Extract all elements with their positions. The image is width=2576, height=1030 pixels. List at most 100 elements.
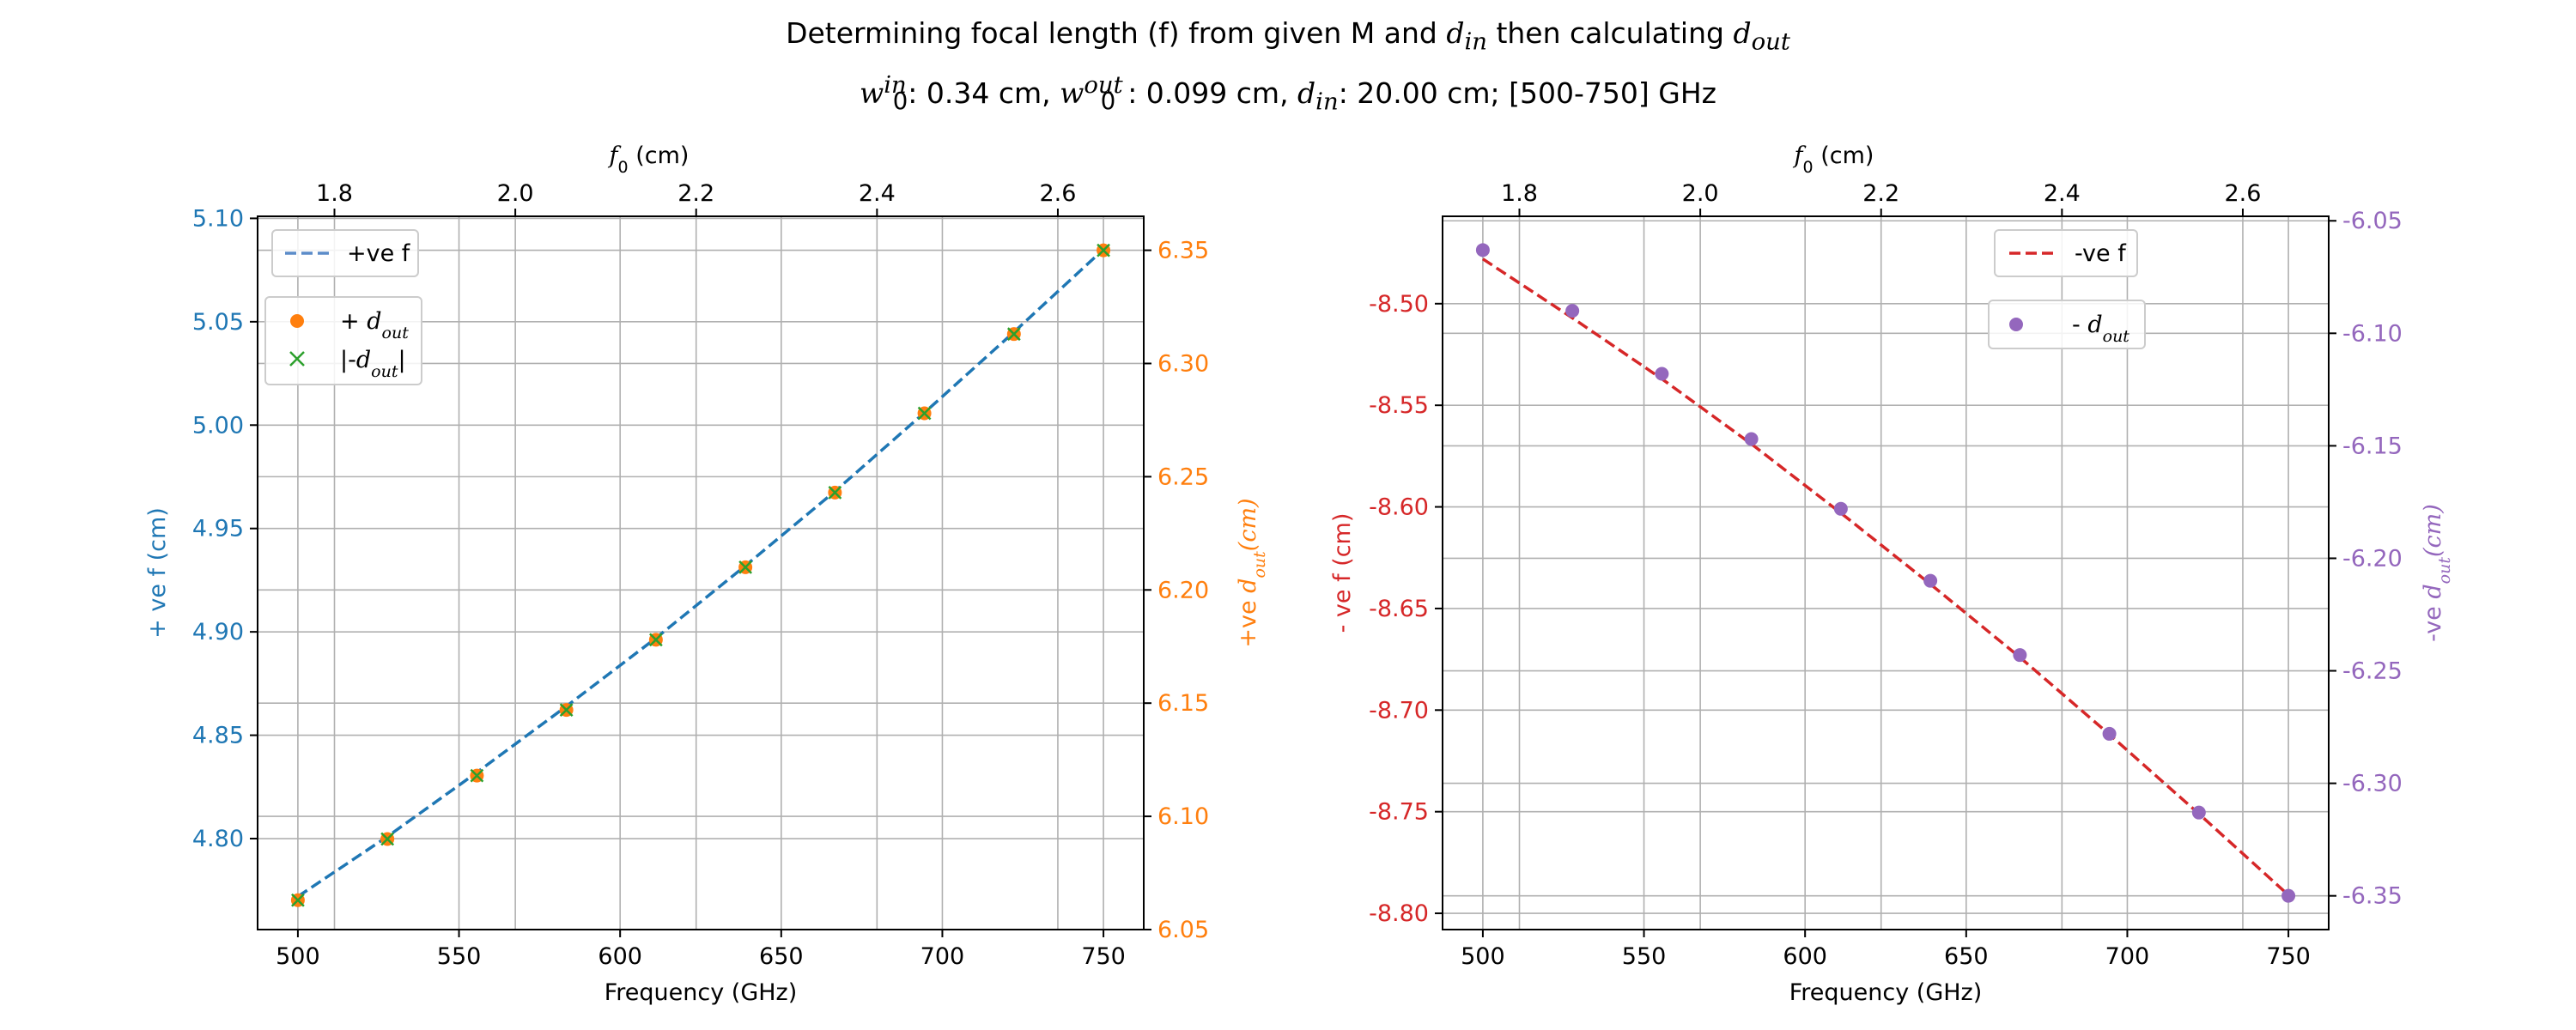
data-point	[1475, 243, 1490, 258]
right-y-tick-label: -6.35	[2342, 883, 2403, 910]
left-y-tick-label: -8.80	[1369, 900, 1429, 927]
plot-frame	[1442, 215, 2330, 930]
legend-bottom	[264, 296, 422, 385]
data-point	[1833, 501, 1848, 516]
legend-label: |-dout|	[340, 347, 406, 381]
right-y-tick-label: -6.20	[2342, 545, 2403, 572]
top-x-axis-label: f0 (cm)	[608, 142, 690, 177]
chart-panel-2: 500 550 600 650 700 750 Frequency (GHz) 1.8 2.0 2…	[1329, 142, 2454, 1006]
right-y-tick-label: -6.15	[2342, 433, 2403, 459]
legend-label: -ve f	[2075, 240, 2127, 267]
top-x-tick-label: 2.0	[497, 180, 534, 207]
left-y-axis-label: + ve f (cm)	[144, 507, 171, 639]
legend-top	[1994, 229, 2138, 277]
series-line	[296, 248, 1105, 898]
data-point	[1565, 304, 1580, 318]
data-point	[1006, 327, 1021, 342]
left-y-axis-label: - ve f (cm)	[1329, 513, 1356, 633]
top-x-axis-label: f0 (cm)	[1793, 142, 1874, 177]
x-tick-label: 550	[1622, 943, 1667, 970]
x-tick-label: 600	[1783, 943, 1827, 970]
legend-label: +ve f	[347, 240, 411, 267]
data-point	[1744, 432, 1759, 446]
x-axis-label: Frequency (GHz)	[1789, 979, 1983, 1006]
right-y-tick-label: 6.25	[1157, 464, 1209, 490]
data-point	[380, 832, 395, 846]
legend-swatch-cross	[289, 351, 305, 367]
right-y-axis-label: +ve dout(cm)	[1235, 498, 1269, 647]
left-y-tick-label: -8.60	[1369, 494, 1429, 521]
right-y-tick-label: 6.30	[1157, 350, 1209, 377]
top-x-tick-label: 1.8	[316, 180, 353, 207]
data-point	[1097, 243, 1110, 258]
left-y-tick-label: 4.85	[192, 723, 244, 749]
right-y-tick-label: 6.10	[1157, 803, 1209, 830]
legend-label: + dout	[340, 308, 409, 342]
legend-bottom	[1988, 300, 2146, 349]
figure-title: Determining focal length (f) from given …	[0, 12, 2576, 123]
top-x-tick-label: 2.6	[1039, 180, 1076, 207]
series-1	[1481, 258, 2290, 897]
data-point	[1655, 367, 1669, 381]
left-y-tick-label: -8.55	[1369, 392, 1429, 419]
chart-panel-1: 500 550 600 650 700 750 Frequency (GHz) 1.8 2.0 2…	[144, 142, 1269, 1006]
x-tick-label: 600	[598, 943, 642, 970]
x-axis-label: Frequency (GHz)	[605, 979, 798, 1006]
left-y-tick-label: -8.50	[1369, 291, 1429, 318]
left-y-tick-label: 4.95	[192, 516, 244, 542]
left-y-tick-label: 4.80	[192, 826, 244, 852]
x-tick-label: 650	[759, 943, 804, 970]
top-x-tick-label: 2.2	[677, 180, 714, 207]
x-tick-label: 650	[1944, 943, 1989, 970]
top-x-tick-label: 2.4	[2044, 180, 2081, 207]
right-y-tick-label: -6.30	[2342, 771, 2403, 797]
left-y-tick-label: 5.10	[192, 205, 244, 232]
top-x-tick-label: 2.6	[2224, 180, 2261, 207]
right-y-tick-label: 6.20	[1157, 577, 1209, 603]
left-y-tick-label: -8.65	[1369, 596, 1429, 622]
left-y-tick-label: -8.70	[1369, 697, 1429, 724]
data-point	[648, 633, 663, 647]
title-line-2: win0: 0.34 cm, wout0: 0.099 cm, din: 20.…	[860, 70, 1716, 116]
left-y-tick-label: 5.00	[192, 412, 244, 439]
data-point	[559, 703, 574, 717]
top-x-tick-label: 1.8	[1501, 180, 1538, 207]
data-point	[1923, 573, 1938, 588]
series-3	[291, 243, 1110, 907]
legend-swatch-circle	[2009, 318, 2023, 331]
data-point	[738, 560, 753, 574]
data-point	[2102, 726, 2117, 741]
legend-swatch-circle	[290, 314, 304, 328]
x-tick-label: 750	[1081, 943, 1126, 970]
right-y-tick-label: -6.05	[2342, 208, 2403, 234]
series-2	[1475, 243, 2296, 903]
left-y-tick-label: 5.05	[192, 309, 244, 336]
right-y-tick-label: 6.35	[1157, 238, 1209, 264]
x-tick-label: 700	[920, 943, 965, 970]
left-y-tick-label: 4.90	[192, 619, 244, 645]
right-y-tick-label: 6.15	[1157, 690, 1209, 717]
right-y-axis-label: -ve dout(cm)	[2420, 504, 2454, 642]
series-line	[1481, 258, 2290, 897]
top-x-tick-label: 2.4	[859, 180, 896, 207]
data-point	[2191, 805, 2206, 820]
top-x-tick-label: 2.0	[1682, 180, 1719, 207]
left-y-tick-label: -8.75	[1369, 799, 1429, 826]
legend-label: - dout	[2072, 312, 2129, 346]
x-tick-label: 500	[276, 943, 320, 970]
data-point	[2013, 648, 2027, 663]
legend-top	[271, 229, 419, 277]
x-tick-label: 700	[2105, 943, 2150, 970]
plot-frame	[257, 215, 1145, 930]
x-tick-label: 550	[437, 943, 482, 970]
right-y-tick-label: -6.10	[2342, 320, 2403, 347]
top-x-tick-label: 2.2	[1862, 180, 1899, 207]
data-point	[828, 485, 842, 500]
data-point	[291, 893, 305, 907]
x-tick-label: 500	[1461, 943, 1505, 970]
right-y-tick-label: -6.25	[2342, 658, 2403, 685]
data-point	[917, 406, 932, 421]
data-point	[2281, 888, 2296, 903]
data-point	[470, 768, 484, 783]
